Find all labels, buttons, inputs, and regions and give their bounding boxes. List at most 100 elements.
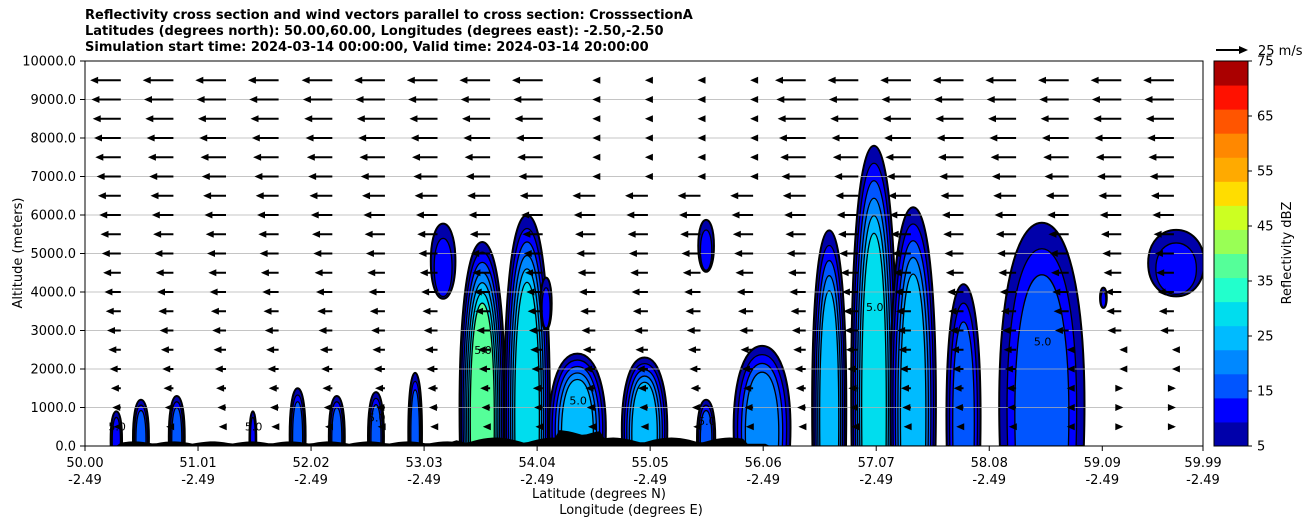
- wind-vector: [94, 134, 121, 142]
- wind-vector-head: [948, 307, 957, 315]
- wind-vector-head: [1048, 230, 1057, 238]
- wind-vector-head: [795, 384, 804, 392]
- wind-vector-head: [1041, 134, 1050, 142]
- wind-vector-head: [688, 346, 697, 354]
- wind-vector-head: [778, 134, 787, 142]
- wind-vector: [95, 153, 121, 161]
- wind-vector: [1053, 307, 1069, 315]
- wind-vector: [1006, 384, 1017, 392]
- wind-vector-head: [738, 307, 747, 315]
- wind-vector: [888, 192, 911, 200]
- wind-vector: [1098, 192, 1122, 200]
- wind-vector: [993, 192, 1017, 200]
- wind-vector: [1167, 384, 1176, 392]
- wind-vector: [945, 269, 964, 277]
- wind-vector-head: [582, 346, 591, 354]
- wind-vector: [592, 134, 601, 142]
- wind-vector: [750, 115, 759, 123]
- wind-vector: [101, 250, 121, 257]
- wind-vector: [828, 96, 859, 103]
- wind-vector-head: [1167, 384, 1176, 392]
- wind-vector: [532, 384, 543, 392]
- wind-vector: [986, 96, 1017, 103]
- wind-vector: [897, 327, 911, 334]
- wind-vector: [304, 115, 333, 123]
- wind-vector: [1171, 365, 1180, 373]
- wind-vector: [581, 327, 596, 334]
- wind-vector-head: [1097, 173, 1106, 180]
- wind-vector: [681, 250, 701, 257]
- wind-vector: [848, 384, 859, 392]
- colorbar-tick-label: 15: [1257, 385, 1274, 400]
- reflectivity-cell: [132, 398, 150, 446]
- wind-vector-head: [576, 250, 585, 257]
- contour-label: 5.0: [698, 415, 716, 428]
- wind-vector: [935, 115, 964, 123]
- wind-vector-head: [627, 230, 636, 238]
- reflectivity-cell: 5.0: [245, 410, 262, 446]
- wind-vector-head: [840, 269, 849, 277]
- wind-vector: [149, 173, 174, 180]
- reflectivity-contour: [331, 406, 343, 446]
- wind-vector-head: [1143, 76, 1152, 84]
- reflectivity-contour: [861, 232, 887, 446]
- wind-vector: [480, 384, 491, 392]
- wind-vector-head: [839, 250, 848, 257]
- wind-vector: [195, 76, 227, 84]
- wind-vector-head: [92, 115, 101, 123]
- wind-vector: [100, 230, 121, 238]
- y-tick-label: 9000.0: [31, 93, 77, 108]
- wind-vector-head: [196, 96, 205, 103]
- wind-vector-head: [1066, 346, 1075, 354]
- wind-vector-head: [990, 153, 999, 161]
- wind-vector-head: [258, 230, 267, 238]
- wind-vectors: [90, 76, 1180, 431]
- wind-vector-head: [986, 96, 995, 103]
- wind-vector-head: [113, 423, 122, 431]
- wind-vector: [97, 192, 121, 200]
- wind-vector-head: [527, 307, 536, 315]
- wind-vector: [422, 307, 438, 315]
- wind-key-arrowhead: [1239, 46, 1248, 54]
- wind-vector: [893, 269, 911, 277]
- wind-vector-head: [513, 96, 522, 103]
- wind-vector: [216, 384, 227, 392]
- colorbar-tick-label: 65: [1257, 110, 1274, 125]
- wind-vector-head: [898, 346, 907, 354]
- wind-vector-head: [406, 76, 415, 84]
- wind-vector-head: [372, 346, 381, 354]
- wind-vector-head: [845, 346, 854, 354]
- wind-vector: [1144, 96, 1174, 103]
- wind-vector-head: [680, 230, 689, 238]
- wind-vector: [827, 76, 859, 84]
- wind-vector: [689, 365, 701, 373]
- x-tick-label-latitude: 50.00: [66, 456, 103, 471]
- wind-vector: [948, 307, 964, 315]
- wind-vector: [585, 384, 596, 392]
- wind-vector: [775, 76, 806, 84]
- reflectivity-cell: [1099, 286, 1108, 309]
- reflectivity-cell: [327, 394, 346, 446]
- colorbar-segment: [1214, 109, 1248, 134]
- wind-vector-head: [312, 230, 321, 238]
- wind-vector: [96, 173, 121, 180]
- wind-vector-head: [1049, 250, 1058, 257]
- wind-vector: [144, 96, 174, 103]
- wind-vector-head: [793, 346, 802, 354]
- wind-vector: [308, 173, 333, 180]
- wind-vector: [362, 192, 385, 200]
- wind-vector-head: [521, 211, 530, 219]
- wind-vector-head: [421, 288, 430, 296]
- wind-vector-head: [1149, 173, 1158, 180]
- wind-vector-head: [364, 230, 373, 238]
- wind-vector-head: [644, 153, 653, 161]
- wind-vector: [146, 134, 174, 142]
- wind-vector: [835, 192, 859, 200]
- wind-vector-head: [1039, 96, 1048, 103]
- wind-vector-head: [1115, 384, 1124, 392]
- colorbar-segment: [1214, 157, 1248, 182]
- wind-vector-head: [592, 115, 601, 123]
- wind-vector-head: [888, 192, 897, 200]
- wind-vector: [849, 404, 859, 411]
- wind-vector-head: [101, 250, 110, 257]
